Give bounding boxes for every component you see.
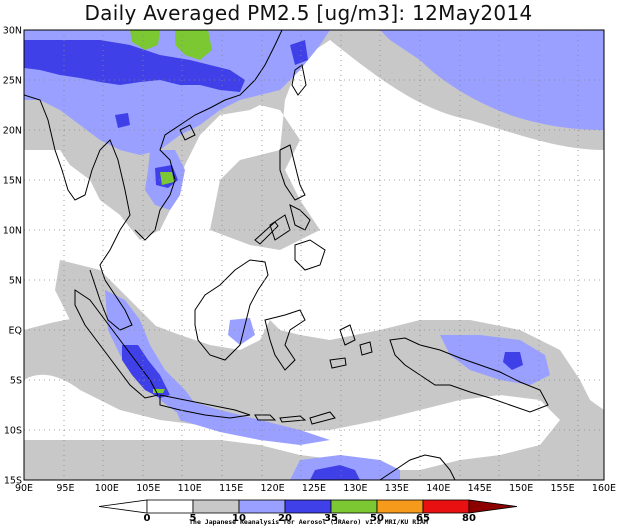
colorbar-segment-50-65 xyxy=(376,499,424,514)
lat-label-15s: 15S xyxy=(4,476,22,487)
band-lightblue-java xyxy=(170,395,330,445)
band-green-b xyxy=(175,30,212,60)
lon-label-110e: 110E xyxy=(178,483,202,494)
lon-label-105e: 105E xyxy=(136,483,160,494)
band-lightblue-sumatra xyxy=(105,290,200,415)
coastline-palawan xyxy=(254,221,279,245)
lon-label-155e: 155E xyxy=(551,483,575,494)
lon-label-115e: 115E xyxy=(219,483,243,494)
lon-label-160e: 160E xyxy=(592,483,616,494)
colorbar-label-35: 35 xyxy=(324,513,338,524)
coastline-sulawesi xyxy=(264,309,306,371)
band-green-a xyxy=(130,30,160,50)
coastline-lesser-sunda xyxy=(254,411,336,425)
colorbar-segment-10-20 xyxy=(238,499,286,514)
gridlines xyxy=(24,30,604,480)
colorbar-segment-20-35 xyxy=(284,499,332,514)
lat-label-eq: EQ xyxy=(9,326,22,337)
lon-label-150e: 150E xyxy=(509,483,533,494)
coastline-hainan xyxy=(179,124,196,141)
coastline-luzon xyxy=(279,144,306,201)
lat-label-15n: 15N xyxy=(3,176,22,187)
colorbar-label-50: 50 xyxy=(370,513,384,524)
lat-label-5s: 5S xyxy=(10,376,22,387)
lon-label-140e: 140E xyxy=(426,483,450,494)
lat-label-10s: 10S xyxy=(4,426,22,437)
band-darkblue-spot xyxy=(115,113,130,128)
lon-label-130e: 130E xyxy=(343,483,367,494)
coastline-new-guinea xyxy=(389,337,549,413)
coastline-sumatra xyxy=(74,289,159,399)
colorbar-right-arrow xyxy=(468,499,518,514)
plot-frame xyxy=(23,29,605,481)
band-lightblue-sulawesi xyxy=(228,318,255,345)
coastline-australia xyxy=(379,454,456,480)
colorbar-left-arrow xyxy=(98,499,148,514)
colorbar-label-65: 65 xyxy=(416,513,430,524)
lon-label-100e: 100E xyxy=(95,483,119,494)
lon-label-90e: 90E xyxy=(15,483,33,494)
coastlines xyxy=(24,30,549,480)
coastline-java xyxy=(159,394,251,419)
colorbar-segment-35-50 xyxy=(330,499,378,514)
colorbar-label-80: 80 xyxy=(462,513,476,524)
colorbar-segment-65-80 xyxy=(422,499,470,514)
map-title: Daily Averaged PM2.5 [ug/m3]: 12May2014 xyxy=(84,1,533,25)
lat-label-25n: 25N xyxy=(3,76,22,87)
colorbar-segment-5-10 xyxy=(192,499,240,514)
coastline-borneo xyxy=(194,259,269,361)
colorbar-segment-0-5 xyxy=(146,499,194,514)
lon-label-125e: 125E xyxy=(302,483,326,494)
band-green-c xyxy=(160,172,174,185)
colorbar-label-0: 0 xyxy=(144,513,151,524)
colorbar: 0 5 10 20 35 50 65 80 xyxy=(98,499,518,524)
band-darkblue-timor xyxy=(310,465,360,480)
band-darkblue-china xyxy=(24,40,245,92)
colorbar-label-10: 10 xyxy=(232,513,246,524)
coastline-maluku xyxy=(329,324,373,369)
band-darkblue-tw xyxy=(290,40,308,65)
lon-label-120e: 120E xyxy=(261,483,285,494)
band-darkblue-png xyxy=(503,352,523,370)
concentration-field xyxy=(24,30,604,480)
band-white-core xyxy=(24,374,560,470)
coastline-mindanao xyxy=(294,239,326,271)
credit-text: The Japanese Reanalysis for Aerosol (JRA… xyxy=(189,518,428,526)
lat-label-5n: 5N xyxy=(9,276,22,287)
lat-label-20n: 20N xyxy=(3,126,22,137)
lon-label-95e: 95E xyxy=(56,483,74,494)
lon-label-135e: 135E xyxy=(385,483,409,494)
band-lightblue-png xyxy=(440,335,550,385)
lat-label-30n: 30N xyxy=(3,26,22,37)
band-lightblue-ne xyxy=(380,30,604,130)
lon-label-145e: 145E xyxy=(468,483,492,494)
colorbar-label-5: 5 xyxy=(190,513,197,524)
lon-tick-labels: 90E 95E 100E 105E 110E 115E 120E 125E 130E 135E 14… xyxy=(15,483,616,494)
coastline-asia-mainland xyxy=(24,30,283,331)
lat-label-10n: 10N xyxy=(3,226,22,237)
lat-tick-labels: 30N 25N 20N 15N 10N 5N EQ 5S 10S 15S xyxy=(3,26,22,487)
colorbar-label-20: 20 xyxy=(278,513,292,524)
